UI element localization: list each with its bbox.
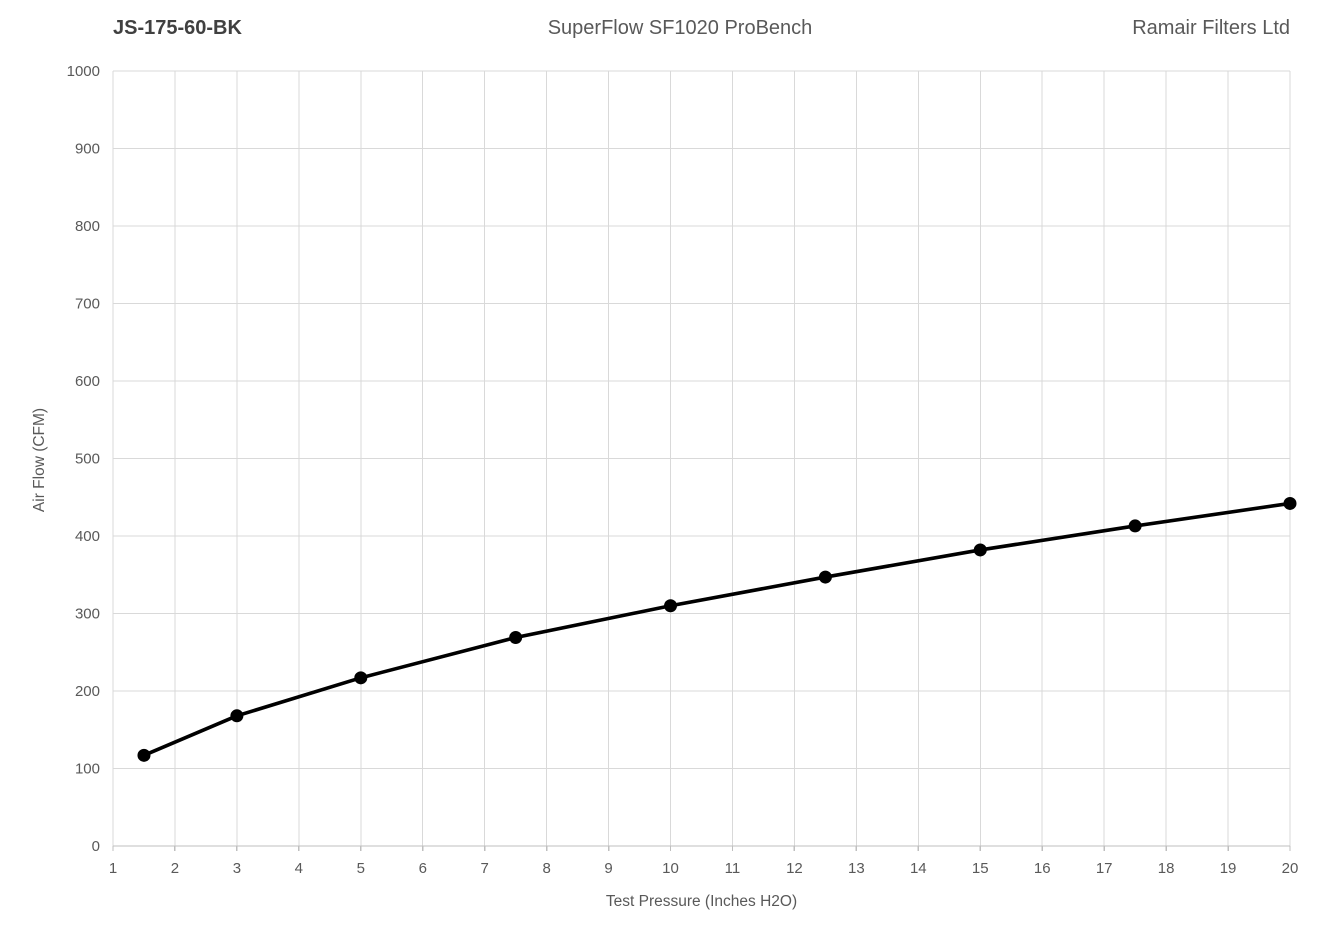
x-tick-label: 13 — [848, 860, 865, 877]
x-tick-label: 10 — [662, 860, 679, 877]
x-tick-label: 15 — [972, 860, 989, 877]
y-tick-label: 800 — [75, 218, 100, 235]
data-point-marker — [137, 748, 151, 762]
data-point-marker — [818, 570, 832, 584]
data-point-marker — [354, 671, 368, 685]
x-tick-label: 4 — [295, 860, 303, 877]
y-tick-label: 100 — [75, 761, 100, 778]
x-tick-label: 16 — [1034, 860, 1051, 877]
x-tick-label: 18 — [1158, 860, 1175, 877]
x-tick-label: 5 — [357, 860, 365, 877]
y-tick-label: 600 — [75, 373, 100, 390]
y-tick-label: 200 — [75, 683, 100, 700]
data-point-marker — [664, 599, 678, 613]
x-tick-label: 7 — [481, 860, 489, 877]
data-point-marker — [973, 543, 987, 557]
y-tick-label: 700 — [75, 296, 100, 313]
y-tick-label: 900 — [75, 141, 100, 158]
x-tick-label: 3 — [233, 860, 241, 877]
x-axis-title: Test Pressure (Inches H2O) — [605, 893, 798, 910]
series-line — [142, 501, 1292, 758]
x-tick-label: 9 — [604, 860, 612, 877]
part-number-title: JS-175-60-BK — [113, 17, 242, 39]
data-point-marker — [230, 709, 244, 723]
x-tick-label: 19 — [1220, 860, 1237, 877]
company-name: Ramair Filters Ltd — [1132, 17, 1290, 39]
x-tick-label: 2 — [171, 860, 179, 877]
data-point-marker — [509, 631, 523, 645]
data-point-marker — [1283, 496, 1297, 510]
x-tick-label: 11 — [725, 860, 741, 877]
x-tick-label: 6 — [419, 860, 427, 877]
data-point-marker — [1128, 519, 1142, 533]
x-tick-label: 8 — [542, 860, 550, 877]
y-tick-label: 500 — [75, 451, 100, 468]
y-tick-label: 0 — [92, 838, 100, 855]
x-tick-label: 1 — [109, 860, 117, 877]
x-tick-label: 17 — [1096, 860, 1113, 877]
x-tick-label: 14 — [910, 860, 927, 877]
y-tick-label: 400 — [75, 528, 100, 545]
x-tick-label: 12 — [786, 860, 803, 877]
chart-title: SuperFlow SF1020 ProBench — [547, 17, 813, 39]
y-tick-label: 1000 — [67, 63, 100, 80]
y-tick-label: 300 — [75, 606, 100, 623]
x-tick-label: 20 — [1282, 860, 1299, 877]
